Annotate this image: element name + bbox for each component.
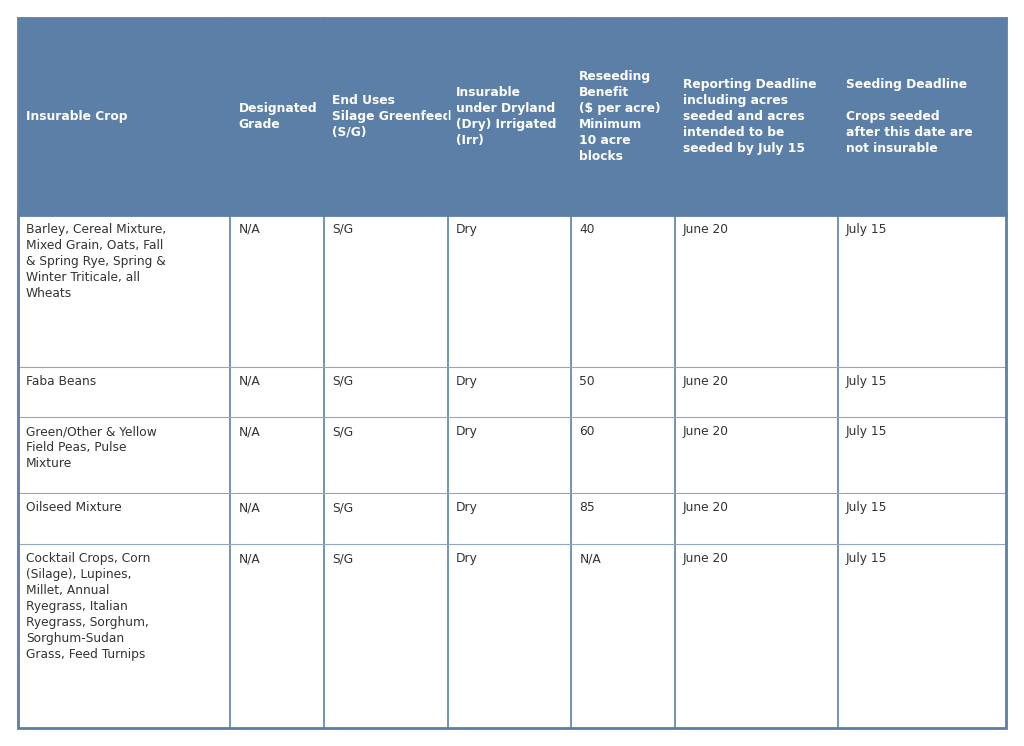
Text: Seeding Deadline

Crops seeded
after this date are
not insurable: Seeding Deadline Crops seeded after this… — [846, 78, 973, 154]
Bar — [675, 493, 838, 544]
Bar — [571, 18, 675, 215]
Bar — [230, 493, 325, 544]
Text: June 20: June 20 — [683, 374, 729, 388]
Bar — [230, 367, 325, 417]
Bar — [675, 18, 838, 215]
Text: End Uses
Silage Greenfeed
(S/G): End Uses Silage Greenfeed (S/G) — [332, 94, 452, 139]
Bar — [838, 367, 1006, 417]
Text: June 20: June 20 — [683, 425, 729, 439]
Bar — [325, 18, 447, 215]
Text: N/A: N/A — [239, 552, 260, 565]
Bar — [571, 417, 675, 493]
Bar — [571, 367, 675, 417]
Bar — [447, 18, 571, 215]
Text: Dry: Dry — [456, 222, 477, 236]
Bar — [447, 544, 571, 728]
Bar — [230, 18, 325, 215]
Bar — [447, 215, 571, 367]
Text: Dry: Dry — [456, 425, 477, 439]
Text: N/A: N/A — [239, 501, 260, 515]
Bar — [838, 544, 1006, 728]
Text: July 15: July 15 — [846, 374, 888, 388]
Text: June 20: June 20 — [683, 501, 729, 515]
Text: June 20: June 20 — [683, 222, 729, 236]
Bar — [18, 18, 230, 215]
Text: Oilseed Mixture: Oilseed Mixture — [26, 501, 122, 515]
Bar — [447, 417, 571, 493]
Text: S/G: S/G — [332, 222, 353, 236]
Bar — [838, 493, 1006, 544]
Text: Designated
Grade: Designated Grade — [239, 101, 317, 131]
Bar — [325, 417, 447, 493]
Bar — [838, 417, 1006, 493]
Bar — [18, 417, 230, 493]
Text: N/A: N/A — [239, 222, 260, 236]
Bar — [838, 18, 1006, 215]
Text: Insurable Crop: Insurable Crop — [26, 110, 128, 123]
Text: 40: 40 — [580, 222, 595, 236]
Text: Reporting Deadline
including acres
seeded and acres
intended to be
seeded by Jul: Reporting Deadline including acres seede… — [683, 78, 817, 154]
Text: Reseeding
Benefit
($ per acre)
Minimum
10 acre
blocks: Reseeding Benefit ($ per acre) Minimum 1… — [580, 70, 660, 163]
Text: N/A: N/A — [239, 425, 260, 439]
Text: June 20: June 20 — [683, 552, 729, 565]
Text: July 15: July 15 — [846, 425, 888, 439]
Text: S/G: S/G — [332, 552, 353, 565]
Text: Dry: Dry — [456, 501, 477, 515]
Bar — [18, 493, 230, 544]
Text: Dry: Dry — [456, 374, 477, 388]
Bar — [447, 367, 571, 417]
Text: 50: 50 — [580, 374, 595, 388]
Bar — [325, 544, 447, 728]
Bar — [675, 417, 838, 493]
Bar — [18, 544, 230, 728]
Text: Cocktail Crops, Corn
(Silage), Lupines,
Millet, Annual
Ryegrass, Italian
Ryegras: Cocktail Crops, Corn (Silage), Lupines, … — [26, 552, 151, 661]
Bar — [230, 215, 325, 367]
Text: July 15: July 15 — [846, 501, 888, 515]
Text: S/G: S/G — [332, 374, 353, 388]
Text: Faba Beans: Faba Beans — [26, 374, 96, 388]
Bar — [447, 493, 571, 544]
Text: 85: 85 — [580, 501, 595, 515]
Bar — [675, 215, 838, 367]
Text: N/A: N/A — [580, 552, 601, 565]
Bar — [230, 417, 325, 493]
Bar — [571, 544, 675, 728]
Text: Dry: Dry — [456, 552, 477, 565]
Text: S/G: S/G — [332, 501, 353, 515]
Text: Barley, Cereal Mixture,
Mixed Grain, Oats, Fall
& Spring Rye, Spring &
Winter Tr: Barley, Cereal Mixture, Mixed Grain, Oat… — [26, 222, 166, 299]
Bar — [838, 215, 1006, 367]
Bar — [18, 367, 230, 417]
Bar — [571, 215, 675, 367]
Text: N/A: N/A — [239, 374, 260, 388]
Bar — [230, 544, 325, 728]
Bar — [571, 493, 675, 544]
Bar — [675, 367, 838, 417]
Bar — [325, 493, 447, 544]
Text: S/G: S/G — [332, 425, 353, 439]
Bar — [325, 367, 447, 417]
Bar — [18, 215, 230, 367]
Text: July 15: July 15 — [846, 552, 888, 565]
Text: 60: 60 — [580, 425, 595, 439]
Text: Green/Other & Yellow
Field Peas, Pulse
Mixture: Green/Other & Yellow Field Peas, Pulse M… — [26, 425, 157, 471]
Text: July 15: July 15 — [846, 222, 888, 236]
Text: Insurable
under Dryland
(Dry) Irrigated
(Irr): Insurable under Dryland (Dry) Irrigated … — [456, 86, 556, 147]
Bar — [675, 544, 838, 728]
Bar — [325, 215, 447, 367]
